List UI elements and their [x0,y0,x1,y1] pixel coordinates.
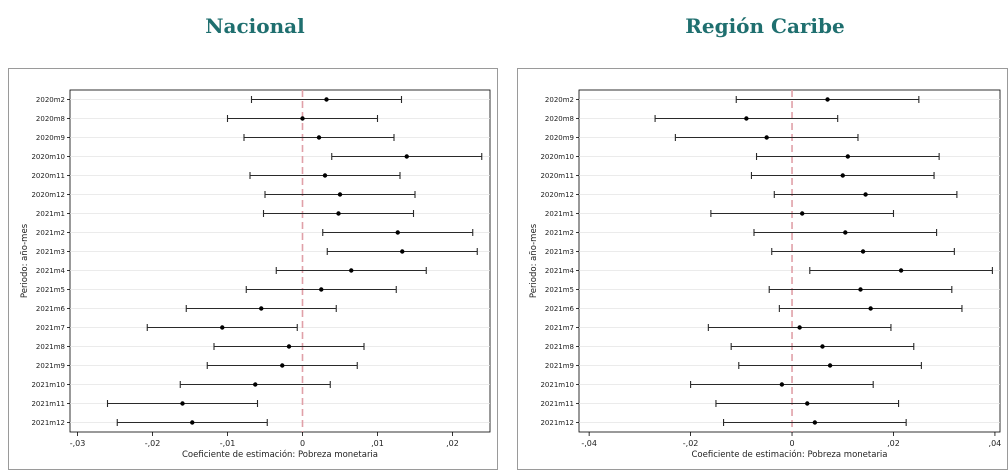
point-estimate [764,135,769,140]
chart-title-region-caribe: Región Caribe [685,14,845,38]
coefficient-chart-nacional: 2020m2 2020m8 2020m9 2020m10 2020m11 2020m12 2… [8,68,498,470]
point-estimate [337,192,343,197]
point-estimate [319,287,324,292]
point-estimate [253,382,258,387]
y-tick-label: 2021m6 [36,305,66,313]
y-axis-title: Periodo: año-mes [529,223,539,298]
point-estimate [825,97,830,102]
point-estimate [898,268,904,273]
plot-area [69,89,491,433]
coefficient-chart-region-caribe: 2020m2 2020m8 2020m9 2020m10 2020m11 2020m12 2… [517,68,1008,470]
y-tick-label: 2021m4 [36,267,66,275]
point-estimate [180,401,185,406]
point-estimate [797,325,802,330]
point-estimate [300,116,305,121]
point-estimate [324,97,329,102]
y-tick-label: 2020m10 [31,153,65,161]
y-tick-label: 2021m4 [545,267,575,275]
y-tick-label: 2020m10 [540,153,574,161]
point-estimate [322,173,328,178]
point-estimate [349,268,354,273]
point-estimate [868,306,873,311]
y-tick-label: 2021m12 [31,419,65,427]
point-estimate [779,382,785,387]
y-tick-label: 2021m9 [36,362,65,370]
point-estimate [336,211,341,216]
point-estimate [259,306,264,311]
y-tick-label: 2020m11 [540,172,574,180]
x-tick-label: -,02 [683,439,699,448]
chart-title-nacional: Nacional [205,14,305,38]
point-estimate [799,211,805,216]
y-tick-label: 2021m3 [545,248,574,256]
y-tick-label: 2021m10 [31,381,65,389]
y-tick-label: 2021m2 [36,229,65,237]
y-tick-label: 2021m5 [36,286,65,294]
point-estimate [820,344,825,349]
x-tick-label: 0 [300,439,305,448]
y-tick-label: 2021m7 [545,324,574,332]
point-estimate [286,344,292,349]
y-tick-label: 2021m11 [31,400,65,408]
x-tick-label: -,01 [220,439,236,448]
point-estimate [400,249,405,254]
point-estimate [220,325,225,330]
y-tick-label: 2021m1 [36,210,65,218]
x-tick-label: -,02 [145,439,161,448]
point-estimate [395,230,400,235]
y-tick-label: 2021m3 [36,248,65,256]
y-tick-label: 2021m1 [545,210,574,218]
y-tick-label: 2020m2 [36,96,65,104]
point-estimate [805,401,810,406]
x-tick-label: ,04 [989,439,1002,448]
point-estimate [840,173,845,178]
point-estimate [843,230,848,235]
y-tick-label: 2021m7 [36,324,65,332]
point-estimate [858,287,863,292]
x-axis-title: Coeficiente de estimación: Pobreza monet… [182,449,378,460]
point-estimate [404,154,409,159]
plot-area [578,89,1001,433]
x-tick-label: ,02 [887,439,900,448]
y-tick-label: 2020m12 [540,191,574,199]
y-axis-title: Periodo: año-mes [20,223,30,298]
y-tick-label: 2020m12 [31,191,65,199]
y-tick-label: 2021m9 [545,362,574,370]
point-estimate [316,135,322,140]
point-estimate [827,363,833,368]
x-tick-label: 0 [789,439,794,448]
point-estimate [812,420,818,425]
y-tick-label: 2020m11 [31,172,65,180]
point-estimate [280,363,285,368]
y-tick-label: 2020m8 [545,115,574,123]
x-tick-label: ,01 [371,439,384,448]
point-estimate [190,420,195,425]
y-tick-label: 2021m12 [540,419,574,427]
y-tick-label: 2021m8 [545,343,574,351]
x-tick-label: -,03 [70,439,86,448]
point-estimate [744,116,749,121]
x-tick-label: ,02 [446,439,459,448]
y-tick-label: 2020m8 [36,115,65,123]
y-tick-label: 2021m5 [545,286,574,294]
x-tick-label: -,04 [581,439,597,448]
y-tick-label: 2021m8 [36,343,65,351]
y-tick-label: 2021m2 [545,229,574,237]
y-tick-label: 2020m9 [545,134,574,142]
y-tick-label: 2020m9 [36,134,65,142]
y-tick-label: 2021m10 [540,381,574,389]
x-axis-title: Coeficiente de estimación: Pobreza monet… [691,449,887,460]
y-tick-label: 2021m6 [545,305,575,313]
y-tick-label: 2020m2 [545,96,574,104]
point-estimate [845,154,851,159]
point-estimate [860,249,866,254]
point-estimate [863,192,868,197]
y-tick-label: 2021m11 [540,400,574,408]
